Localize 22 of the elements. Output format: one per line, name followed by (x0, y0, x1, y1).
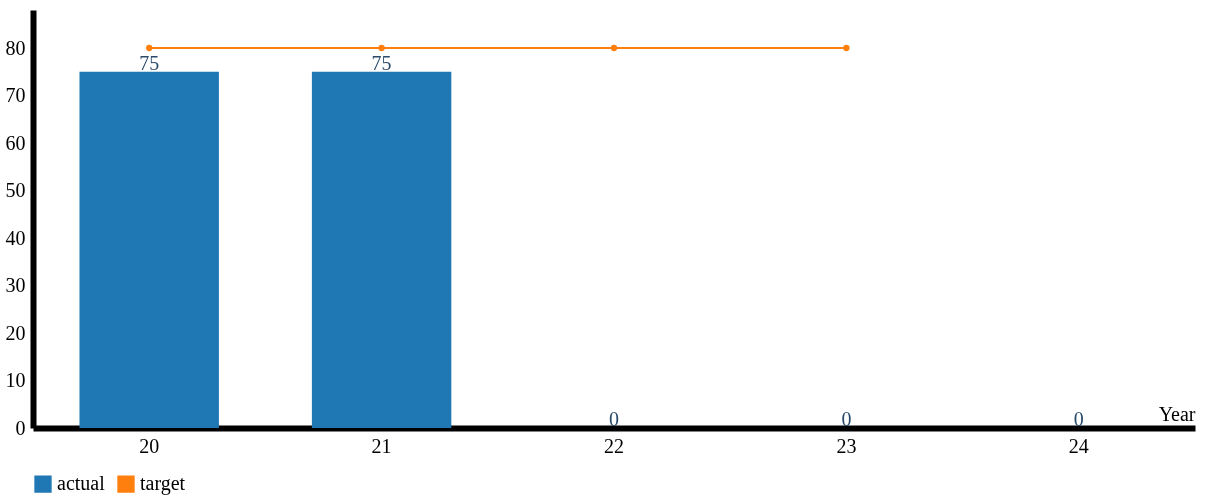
y-tick-label: 50 (5, 179, 26, 201)
x-tick-label: 20 (139, 434, 160, 457)
x-axis-title: Year (1158, 402, 1196, 425)
data-label: 0 (1073, 408, 1084, 430)
data-label: 75 (139, 51, 160, 74)
y-tick-label: 20 (5, 321, 26, 344)
x-tick-label: 22 (604, 434, 624, 457)
data-label: 0 (841, 408, 852, 430)
y-tick-label: 0 (15, 416, 26, 439)
y-tick-label: 30 (5, 274, 26, 296)
legend-label: actual (57, 472, 106, 495)
x-tick-label: 23 (836, 434, 857, 457)
y-tick-label: 70 (5, 84, 26, 106)
data-label: 75 (371, 51, 392, 74)
x-tick-label: 24 (1068, 434, 1089, 457)
legend-label: target (140, 472, 186, 496)
y-tick-label: 60 (5, 131, 26, 154)
data-label: 0 (609, 408, 619, 430)
y-tick-label: 10 (5, 369, 26, 391)
x-tick-label: 21 (371, 434, 392, 457)
y-tick-label: 80 (5, 36, 26, 59)
y-tick-label: 40 (5, 226, 26, 249)
